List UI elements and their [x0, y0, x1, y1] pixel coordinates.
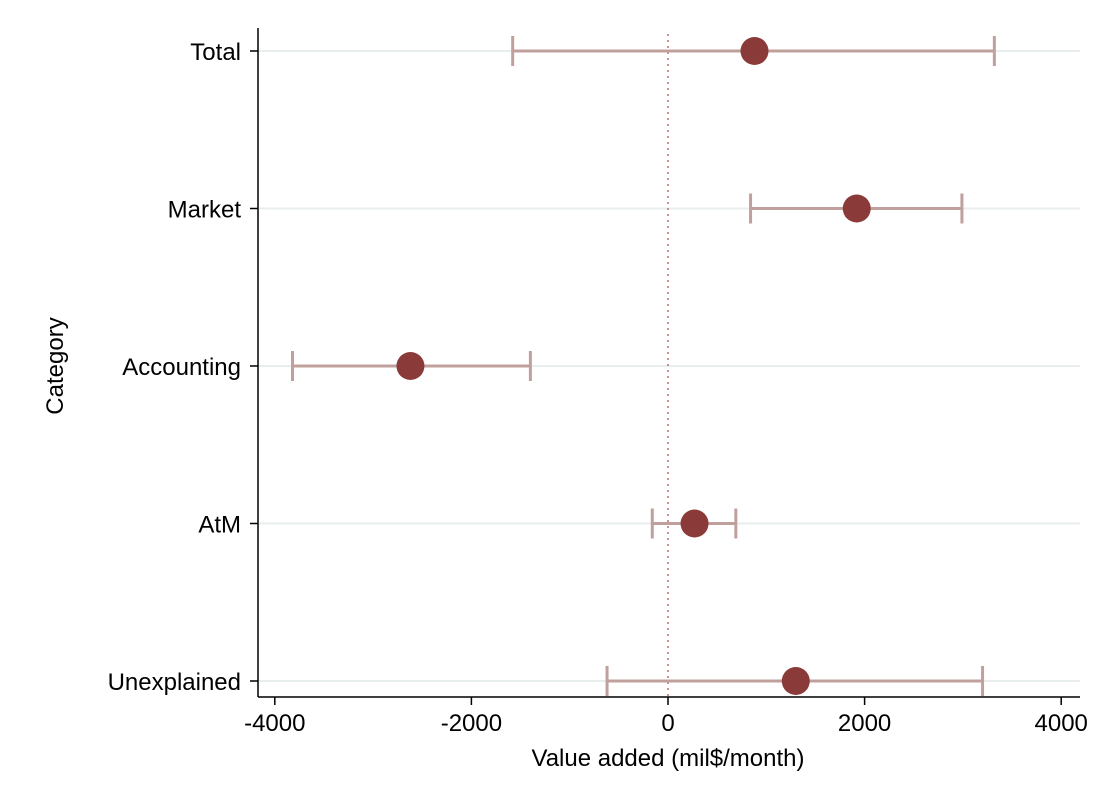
x-axis-title: Value added (mil$/month): [531, 745, 804, 772]
y-axis-ticks: Total Market Accounting AtM Unexplained: [108, 39, 258, 696]
x-tick-label: 4000: [1035, 710, 1088, 737]
category-label: Market: [168, 197, 242, 224]
y-axis-title: Category: [42, 317, 69, 414]
category-label: Accounting: [122, 354, 241, 381]
x-tick-label: 2000: [838, 710, 891, 737]
x-tick-label: -2000: [441, 710, 502, 737]
x-tick-label: 0: [661, 710, 674, 737]
x-axis-ticks: -4000 -2000 0 2000 4000: [244, 697, 1088, 737]
point-estimates: [396, 37, 871, 695]
category-label: Unexplained: [108, 669, 241, 696]
point-estimate: [680, 509, 709, 538]
x-tick-label: -4000: [244, 710, 305, 737]
point-estimate: [740, 37, 769, 65]
point-estimate: [781, 667, 810, 695]
point-estimate: [842, 194, 871, 223]
point-estimate: [396, 352, 425, 380]
category-label: AtM: [198, 512, 241, 539]
category-label: Total: [190, 39, 241, 66]
